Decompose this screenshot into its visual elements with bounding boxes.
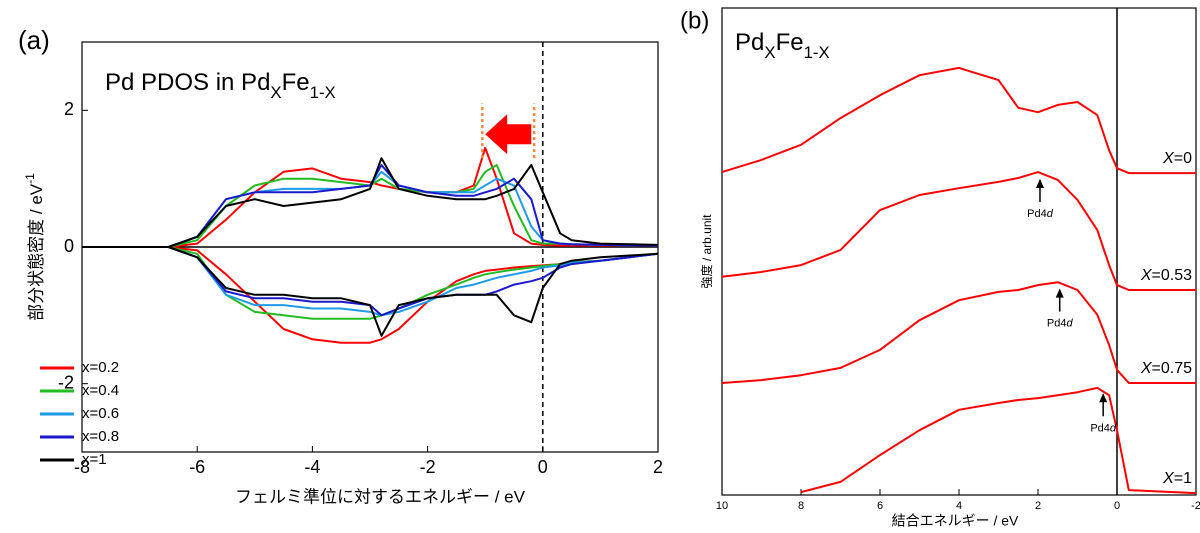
y-label-part: 部分状態密度 / eV bbox=[27, 183, 46, 321]
series-label: X=0.75 bbox=[1140, 360, 1192, 377]
x-tick-label: 4 bbox=[956, 500, 962, 512]
series-label-var: X bbox=[1140, 267, 1153, 284]
series-line bbox=[82, 157, 659, 248]
x-tick-label: 0 bbox=[538, 457, 548, 477]
annotation-text: Pd4d bbox=[1090, 422, 1117, 434]
plot-frame bbox=[721, 7, 1197, 496]
y-axis-label: 部分状態密度 / eV-1 bbox=[23, 173, 46, 321]
x-tick-label: -4 bbox=[304, 457, 320, 477]
series-label: X=0 bbox=[1162, 150, 1192, 167]
legend-label: x=1 bbox=[82, 451, 107, 468]
annotation-orbital: d bbox=[1066, 317, 1073, 329]
x-tick-label: 2 bbox=[653, 457, 663, 477]
shift-arrow bbox=[485, 114, 532, 155]
title-part: Pd bbox=[735, 29, 764, 56]
legend-label: x=0.2 bbox=[82, 359, 119, 376]
annotation-arrowhead bbox=[1099, 393, 1108, 403]
title-part: X bbox=[270, 83, 281, 102]
x-tick-label: -8 bbox=[74, 457, 90, 477]
series-line bbox=[82, 246, 659, 317]
panel-label: (a) bbox=[18, 25, 50, 55]
title-part: X bbox=[764, 43, 775, 62]
series-label-var: X bbox=[1162, 470, 1175, 487]
legend-label: x=0.6 bbox=[82, 405, 119, 422]
title-part: Pd PDOS in Pd bbox=[105, 69, 270, 96]
series-line bbox=[721, 171, 1196, 291]
annotation-orbital: d bbox=[1047, 208, 1054, 220]
x-tick-label: 10 bbox=[716, 500, 728, 512]
annotation-text: Pd4d bbox=[1027, 208, 1054, 220]
x-axis-label: 結合エネルギー / eV bbox=[892, 513, 1019, 529]
y-label-part: 強度 / arb.unit bbox=[699, 214, 714, 289]
title-part: Fe bbox=[282, 69, 310, 96]
series-line bbox=[800, 386, 1197, 495]
panel-label: (b) bbox=[680, 7, 709, 34]
x-tick-label: -2 bbox=[1191, 500, 1200, 512]
series-line bbox=[82, 146, 658, 248]
series-line bbox=[82, 164, 659, 248]
x-tick-label: -2 bbox=[420, 457, 436, 477]
series-label-text: X=0.75 bbox=[1140, 360, 1192, 377]
series-line bbox=[82, 246, 659, 320]
y-tick-label: -2 bbox=[58, 372, 74, 392]
series-line bbox=[721, 281, 1196, 384]
annotation-label: Pd4d bbox=[1027, 208, 1054, 220]
series-line bbox=[82, 246, 659, 337]
annotation-arrowhead bbox=[1055, 288, 1064, 298]
x-tick-label: 8 bbox=[798, 500, 804, 512]
series-label: X=1 bbox=[1162, 470, 1192, 487]
title-part: 1-X bbox=[804, 43, 830, 62]
series-label-var: X bbox=[1162, 150, 1175, 167]
series-label: X=0.53 bbox=[1140, 267, 1192, 284]
series-label-text: X=1 bbox=[1162, 470, 1192, 487]
annotation-label: Pd4d bbox=[1047, 317, 1074, 329]
x-axis-label: フェルミ準位に対するエネルギー / eV bbox=[235, 487, 526, 506]
chart-title: Pd PDOS in PdXFe1-X bbox=[105, 69, 336, 102]
series-label-text: X=0.53 bbox=[1140, 267, 1192, 284]
x-tick-label: 2 bbox=[1035, 500, 1041, 512]
x-tick-label: 0 bbox=[1114, 500, 1120, 512]
x-tick-label: -6 bbox=[189, 457, 205, 477]
x-tick-label: 6 bbox=[877, 500, 883, 512]
annotation-arrowhead bbox=[1035, 179, 1044, 189]
chart-title: PdXFe1-X bbox=[735, 29, 830, 62]
title-part: Fe bbox=[776, 29, 804, 56]
y-tick-label: 2 bbox=[64, 99, 74, 119]
legend-label: x=0.4 bbox=[82, 382, 119, 399]
y-tick-label: 0 bbox=[64, 236, 74, 256]
series-line bbox=[721, 66, 1196, 175]
y-axis-label: 強度 / arb.unit bbox=[699, 214, 714, 289]
title-part: 1-X bbox=[310, 83, 336, 102]
y-label-part: -1 bbox=[23, 173, 37, 184]
legend-label: x=0.8 bbox=[82, 428, 119, 445]
annotation-orbital: d bbox=[1110, 422, 1117, 434]
series-label-text: X=0 bbox=[1162, 150, 1192, 167]
annotation-label: Pd4d bbox=[1090, 422, 1117, 434]
series-label-var: X bbox=[1140, 360, 1153, 377]
annotation-text: Pd4d bbox=[1047, 317, 1074, 329]
series-line bbox=[82, 164, 659, 248]
